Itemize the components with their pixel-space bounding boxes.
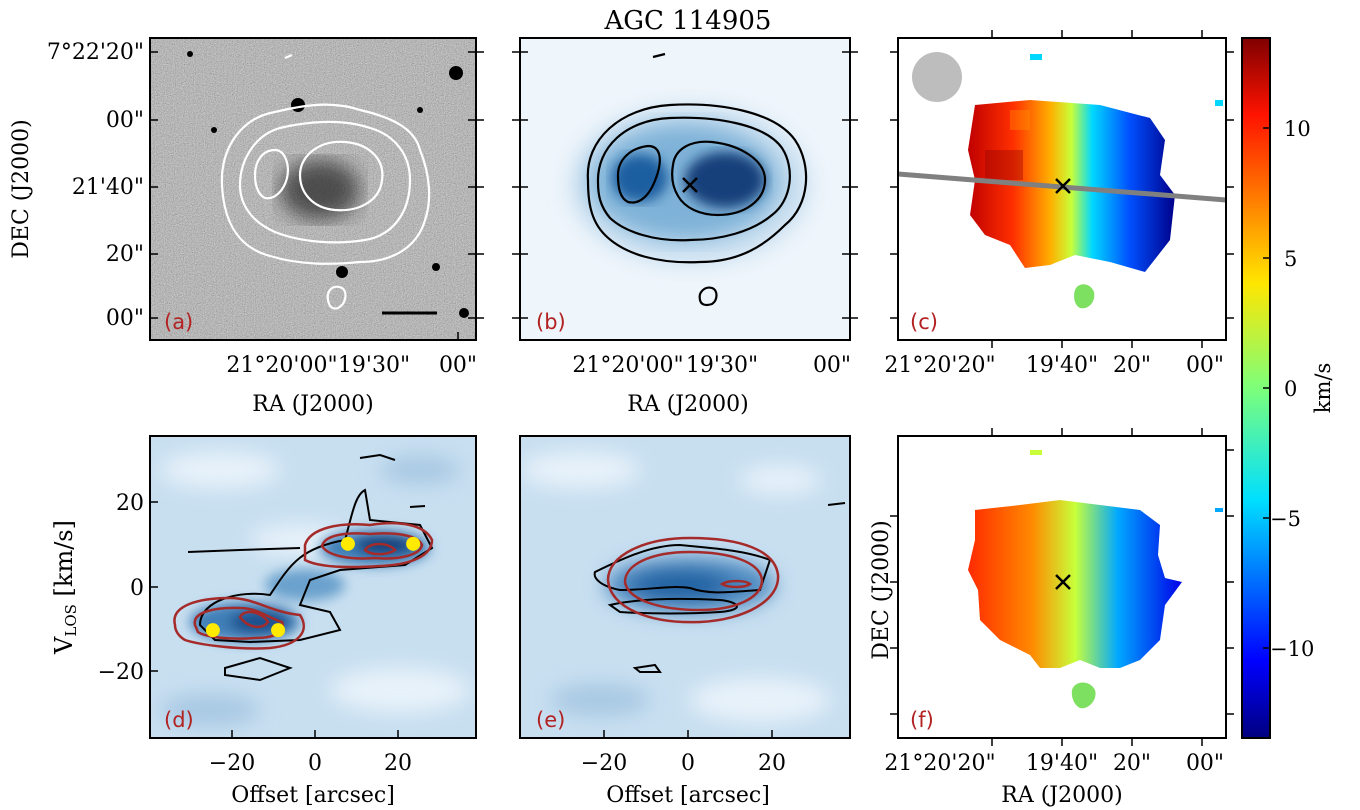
- ra-tick: 19'40": [1026, 751, 1098, 776]
- offset-tick: 0: [681, 751, 695, 776]
- panel-b: [520, 38, 850, 340]
- ra-tick: 21°20'00": [226, 353, 337, 378]
- offset-tick: 0: [308, 751, 322, 776]
- vlos-tick: −20: [98, 660, 144, 685]
- offset-tick: 20: [758, 751, 786, 776]
- ra-tick: 00": [1186, 353, 1224, 378]
- panel-label-f: (f): [910, 708, 934, 732]
- panel-f: [898, 436, 1226, 738]
- panel-label-c: (c): [910, 310, 938, 334]
- panel-a: [150, 38, 476, 340]
- panel-b-frame: [519, 37, 851, 341]
- dec-tick: 00": [106, 306, 144, 331]
- offset-tick: −20: [581, 751, 627, 776]
- ra-tick: 19'30": [338, 353, 410, 378]
- ra-tick: 20": [1113, 751, 1151, 776]
- panel-c: [898, 38, 1226, 340]
- ra-tick: 21°20'20": [884, 353, 995, 378]
- ra-tick: 20": [1113, 353, 1151, 378]
- panel-a-frame: [149, 37, 477, 341]
- peak-marker: [205, 623, 220, 638]
- panel-label-d: (d): [164, 708, 194, 732]
- colorbar-tick: 5: [1284, 247, 1297, 271]
- colorbar-tick: 0: [1284, 377, 1297, 401]
- center-marker-f: [1055, 574, 1071, 590]
- center-marker-b: [682, 177, 698, 193]
- tick-marks: [150, 30, 1234, 746]
- ra-axis-label: RA (J2000): [252, 392, 373, 417]
- panel-label-a: (a): [164, 310, 193, 334]
- dec-tick: 00": [106, 108, 144, 133]
- dec-axis-label: DEC (J2000): [869, 520, 894, 660]
- ra-tick: 00": [813, 353, 851, 378]
- ra-tick: 00": [439, 353, 477, 378]
- vlos-tick: 20: [116, 491, 144, 516]
- offset-tick: −20: [209, 751, 255, 776]
- figure-title: AGC 114905: [604, 6, 772, 36]
- dec-tick: 21'40": [72, 175, 144, 200]
- panel-d: [150, 436, 476, 738]
- colorbar-tick: 10: [1284, 117, 1311, 141]
- beam-marker: [912, 52, 962, 102]
- dec-tick: 7°22'20": [47, 40, 144, 65]
- ra-tick: 19'30": [686, 353, 758, 378]
- peak-marker: [406, 536, 421, 551]
- ra-tick: 21°20'00": [572, 353, 683, 378]
- center-marker-c: [1055, 178, 1071, 194]
- peak-marker: [340, 536, 355, 551]
- ra-tick: 19'40": [1026, 353, 1098, 378]
- ra-tick: 00": [1186, 751, 1224, 776]
- colorbar-tick: −10: [1270, 637, 1314, 661]
- dec-tick: 20": [106, 242, 144, 267]
- vlos-tick: 0: [130, 576, 144, 601]
- colorbar-label: km/s: [1311, 363, 1335, 414]
- panel-label-e: (e): [536, 708, 565, 732]
- vlos-axis-label: VLOS [km/s]: [50, 520, 80, 655]
- offset-axis-label: Offset [arcsec]: [606, 783, 770, 808]
- panel-e-frame: [519, 435, 851, 739]
- offset-axis-label: Offset [arcsec]: [231, 783, 395, 808]
- panel-label-b: (b): [536, 310, 566, 334]
- peak-marker: [271, 623, 286, 638]
- colorbar-tick: −5: [1270, 507, 1301, 531]
- ra-axis-label: RA (J2000): [627, 392, 748, 417]
- dec-axis-label: DEC (J2000): [9, 119, 34, 259]
- peak-markers: [205, 536, 421, 638]
- ra-tick: 21°20'20": [884, 751, 995, 776]
- offset-tick: 20: [384, 751, 412, 776]
- panel-e: [520, 436, 850, 738]
- ra-axis-label: RA (J2000): [1001, 783, 1122, 808]
